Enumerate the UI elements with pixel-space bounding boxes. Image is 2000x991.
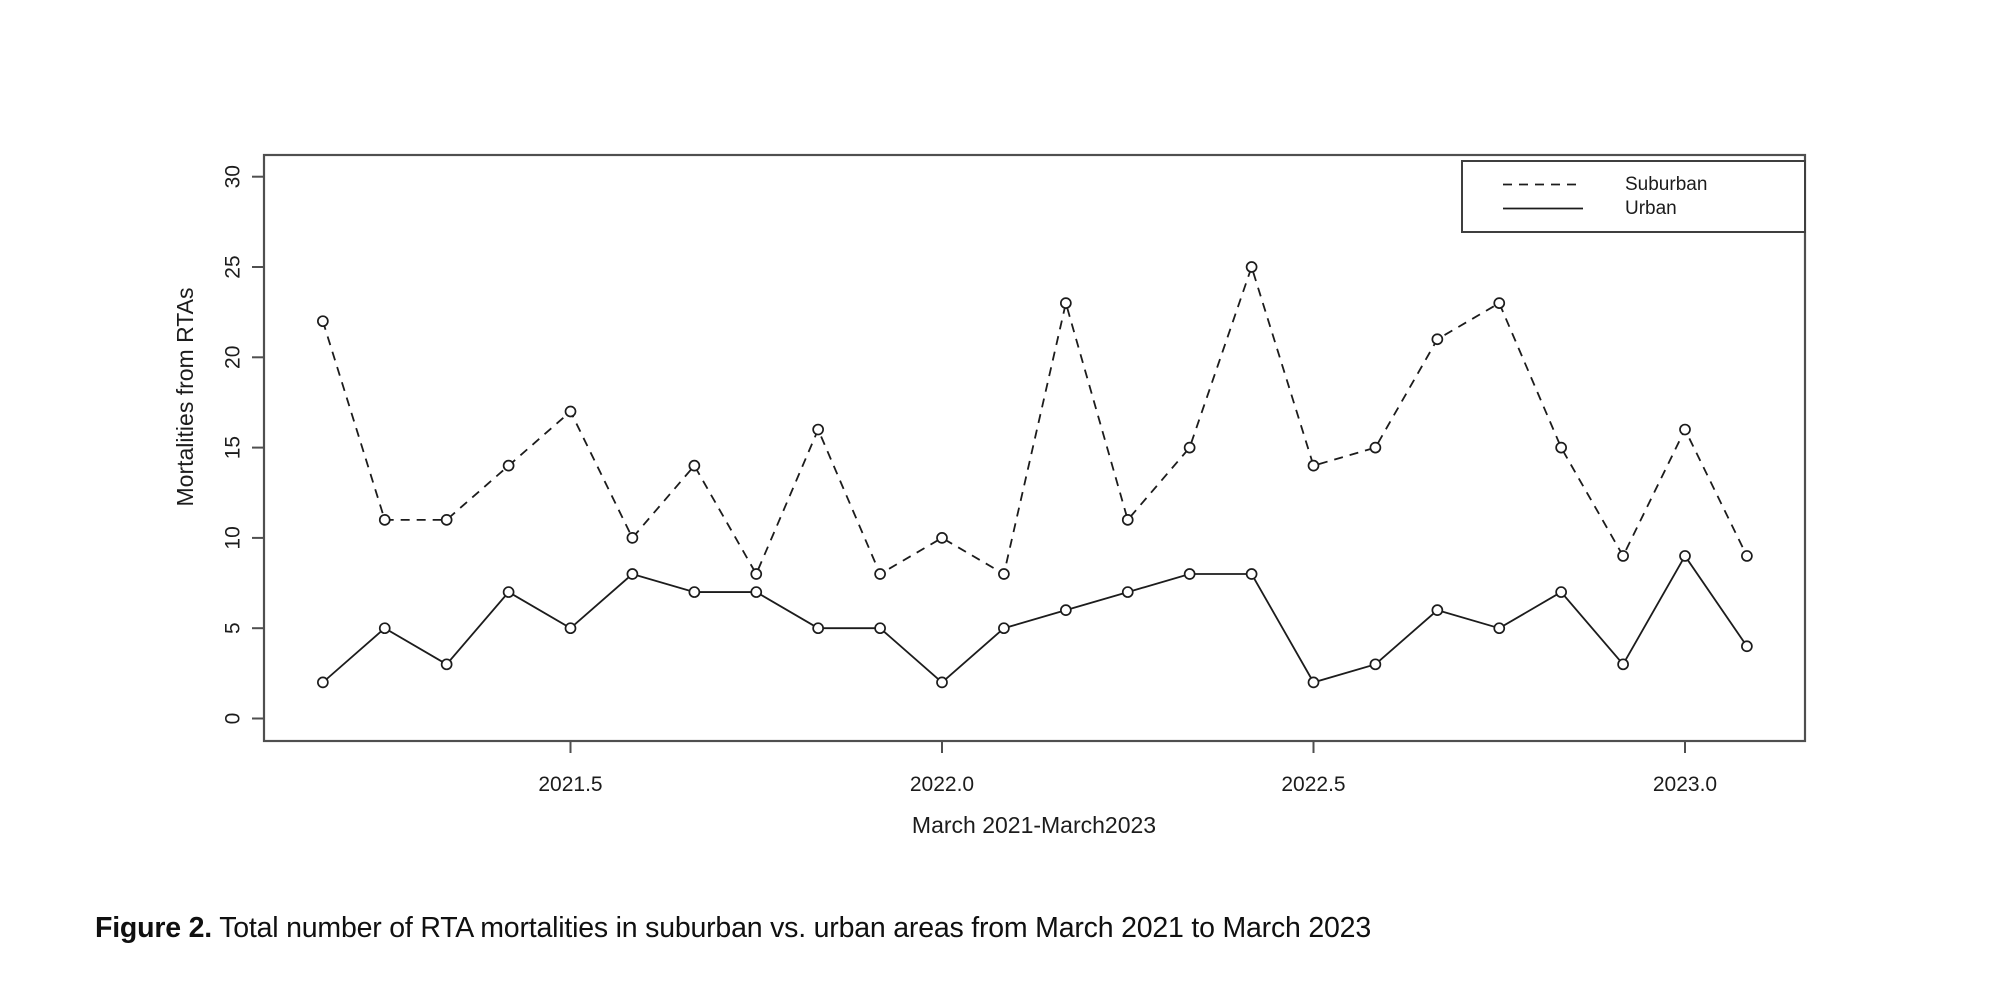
data-point-suburban: [688, 459, 701, 472]
figure-caption-label: Figure 2.: [95, 912, 212, 944]
data-point-suburban: [1555, 441, 1567, 454]
y-tick-label: 10: [222, 526, 245, 549]
data-point-suburban: [1060, 297, 1072, 309]
y-axis-title: Mortalities from RTAs: [172, 288, 198, 507]
data-point-suburban: [440, 513, 453, 526]
rta-mortality-chart: 2021.5 2022.0 2022.5 2023.0 0 5 10 15 20 25 30 Mor…: [172, 153, 1807, 838]
x-tick-label: 2022.0: [910, 773, 974, 796]
data-point-urban: [564, 622, 577, 635]
data-point-suburban: [626, 532, 639, 544]
x-tick-label: 2023.0: [1653, 773, 1717, 796]
y-tick-label: 25: [222, 255, 245, 278]
data-point-urban: [1307, 676, 1320, 689]
data-point-urban: [1121, 586, 1134, 598]
data-point-suburban: [1493, 297, 1506, 309]
data-point-suburban: [317, 315, 329, 328]
data-point-suburban: [874, 568, 886, 580]
data-point-suburban: [750, 568, 763, 580]
data-point-suburban: [1617, 550, 1629, 562]
data-point-urban: [998, 622, 1010, 635]
legend-label-urban: Urban: [1625, 198, 1677, 219]
figure-caption: Figure 2. Total number of RTA mortalitie…: [95, 912, 1815, 945]
series-line-suburban: [321, 264, 1748, 577]
data-point-urban: [440, 658, 453, 671]
data-point-urban: [1555, 586, 1567, 598]
data-point-suburban: [812, 423, 824, 436]
y-tick-label: 0: [222, 713, 245, 725]
legend-label-suburban: Suburban: [1625, 174, 1707, 195]
data-point-urban: [1741, 640, 1753, 653]
x-tick-label: 2021.5: [538, 773, 602, 796]
y-tick-label: 15: [222, 436, 245, 459]
data-point-urban: [688, 586, 701, 598]
data-point-suburban: [502, 459, 515, 472]
data-point-urban: [626, 568, 639, 580]
data-point-suburban: [936, 532, 948, 544]
data-point-suburban: [1431, 333, 1444, 346]
data-point-suburban: [564, 405, 577, 418]
series-line-urban: [322, 554, 1748, 684]
data-point-suburban: [1121, 513, 1134, 526]
data-point-urban: [1060, 604, 1072, 616]
data-series: [317, 261, 1753, 689]
data-point-urban: [1431, 604, 1444, 616]
data-point-urban: [317, 676, 329, 689]
x-tick-label: 2022.5: [1281, 773, 1345, 796]
data-point-urban: [874, 622, 886, 635]
data-point-urban: [1493, 622, 1506, 635]
figure-caption-text: Total number of RTA mortalities in subur…: [211, 912, 1371, 944]
data-point-suburban: [1679, 423, 1691, 436]
legend-box: [1461, 160, 1806, 233]
data-point-suburban: [1307, 459, 1320, 472]
x-axis-title: March 2021-March2023: [912, 812, 1156, 838]
data-point-urban: [378, 622, 391, 635]
data-point-urban: [812, 622, 824, 635]
plot-panel: [262, 153, 1807, 743]
data-point-urban: [502, 586, 515, 598]
data-point-urban: [936, 676, 948, 689]
data-point-suburban: [1245, 261, 1258, 273]
data-point-urban: [1617, 658, 1629, 671]
legend: Suburban Urban: [1461, 160, 1806, 233]
axes: 2021.5 2022.0 2022.5 2023.0 0 5 10 15 20 25 30: [222, 165, 1718, 796]
data-point-suburban: [1369, 441, 1382, 454]
data-point-urban: [1369, 658, 1382, 671]
data-point-suburban: [1741, 550, 1753, 562]
data-point-suburban: [378, 513, 391, 526]
y-tick-label: 30: [222, 165, 245, 188]
y-tick-label: 5: [222, 622, 245, 634]
data-point-suburban: [998, 568, 1010, 580]
data-point-urban: [1679, 550, 1691, 562]
data-point-urban: [1183, 568, 1196, 580]
data-point-suburban: [1183, 441, 1196, 454]
data-point-urban: [750, 586, 763, 598]
y-tick-label: 20: [222, 346, 245, 369]
data-point-urban: [1245, 568, 1258, 580]
